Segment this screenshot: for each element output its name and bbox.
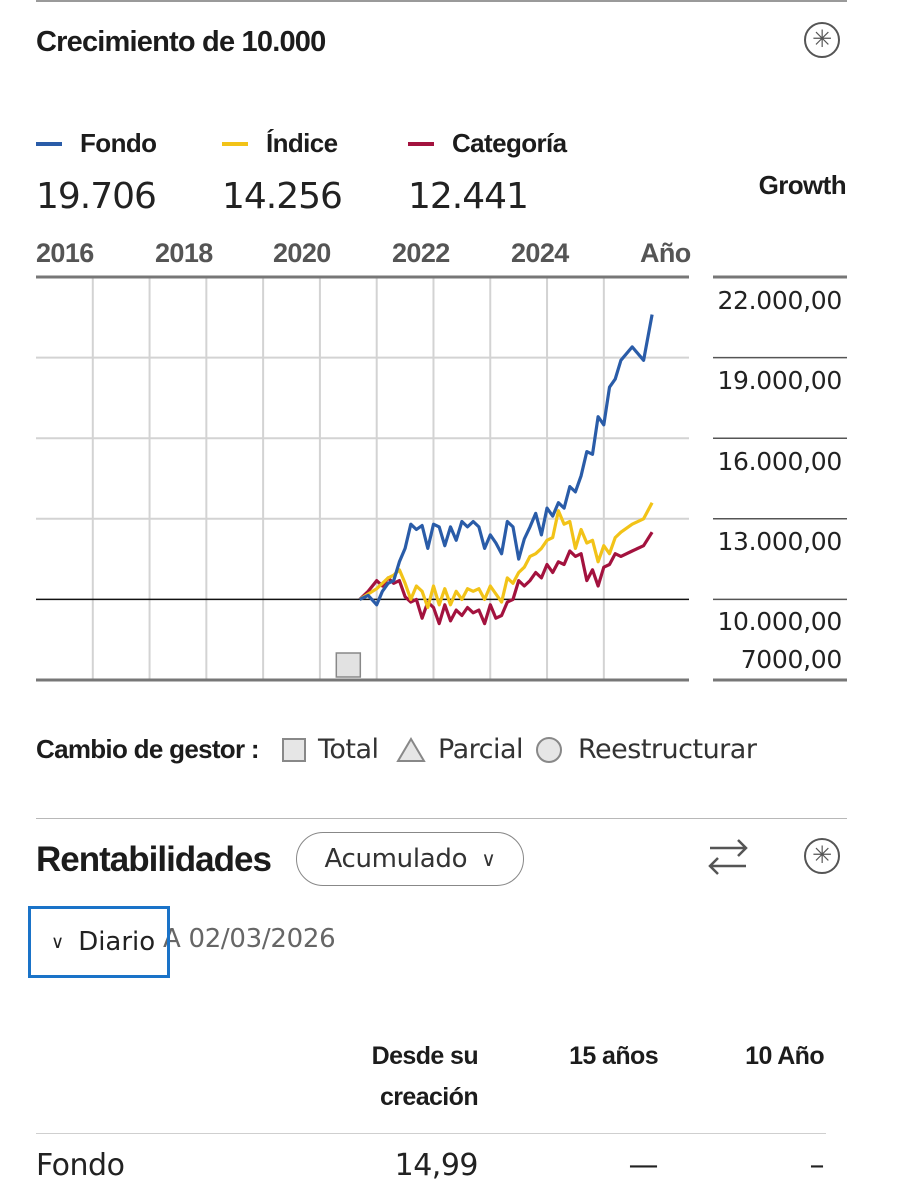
x-tick-label: 2024 <box>511 238 569 268</box>
swap-button[interactable] <box>706 834 750 883</box>
legend-fondo: Fondo <box>36 128 157 159</box>
legend-total: Total <box>282 734 379 765</box>
swap-arrows-icon <box>708 839 748 875</box>
column-header-since-inception: Desde su creación <box>371 1042 479 1111</box>
growth-settings-button[interactable]: ✳ <box>804 22 840 58</box>
dropdown-value: Acumulado <box>324 844 468 874</box>
square-icon <box>282 737 306 762</box>
categoria-value: 12.441 <box>408 176 529 217</box>
y-tick-label: 7000,00 <box>740 645 843 674</box>
x-tick-label: 2018 <box>155 238 213 268</box>
legend-indice-label: Índice <box>266 128 338 158</box>
fondo-value: 19.706 <box>36 176 157 217</box>
growth-title: Crecimiento de 10.000 <box>36 26 326 58</box>
x-tick-label: 2022 <box>392 238 450 268</box>
legend-categoria-label: Categoría <box>452 128 567 158</box>
top-divider <box>36 0 847 2</box>
y-tick-label: 19.000,00 <box>717 366 842 395</box>
row-label-fondo: Fondo <box>36 1148 125 1183</box>
asterisk-icon: ✳ <box>811 842 833 869</box>
table-row-divider <box>36 1133 826 1134</box>
returns-settings-button[interactable]: ✳ <box>804 838 840 874</box>
cell-since-inception: 14,99 <box>394 1148 479 1183</box>
series-line-índice <box>358 501 654 610</box>
legend-indice: Índice <box>222 128 338 159</box>
legend-reestructurar: Reestructurar <box>536 734 757 765</box>
triangle-icon <box>396 736 426 762</box>
returns-type-dropdown[interactable]: Acumulado ∨ <box>296 832 524 886</box>
x-axis-label: Año <box>640 238 691 268</box>
y-tick-label: 22.000,00 <box>717 286 842 315</box>
asterisk-icon: ✳ <box>811 26 833 53</box>
series-line-categoría <box>358 531 654 626</box>
series-line-fondo <box>359 314 654 607</box>
legend-fondo-label: Fondo <box>80 128 157 158</box>
y-tick-label: 13.000,00 <box>717 527 842 556</box>
indice-value: 14.256 <box>222 176 343 217</box>
chart-series <box>358 314 654 626</box>
as-of-date: A 02/03/2026 <box>163 924 336 954</box>
chevron-down-icon: ∨ <box>481 847 496 871</box>
manager-change-label: Cambio de gestor : <box>36 734 260 764</box>
fondo-swatch <box>36 141 62 146</box>
frequency-value: Diario <box>78 927 156 957</box>
y-tick-label: 10.000,00 <box>717 607 842 636</box>
column-header-10y: 10 Año <box>745 1042 824 1070</box>
cell-10y: – <box>809 1148 825 1183</box>
legend-parcial: Parcial <box>396 734 524 765</box>
returns-title: Rentabilidades <box>36 840 272 879</box>
categoria-swatch <box>408 141 434 146</box>
section-divider <box>36 818 847 819</box>
legend-categoria: Categoría <box>408 128 567 159</box>
chart-grid <box>36 275 847 682</box>
cell-15y: — <box>628 1148 659 1183</box>
x-tick-label: 2016 <box>36 238 94 268</box>
growth-chart <box>36 275 847 682</box>
circle-icon <box>536 736 562 763</box>
chevron-down-icon: ∨ <box>51 931 65 953</box>
growth-axis-label: Growth <box>758 170 847 200</box>
manager-change-marker <box>335 652 362 678</box>
indice-swatch <box>222 141 248 146</box>
x-tick-label: 2020 <box>273 238 331 268</box>
frequency-dropdown[interactable]: ∨ Diario <box>28 906 170 978</box>
y-tick-label: 16.000,00 <box>717 447 842 476</box>
column-header-15y: 15 años <box>569 1042 659 1070</box>
